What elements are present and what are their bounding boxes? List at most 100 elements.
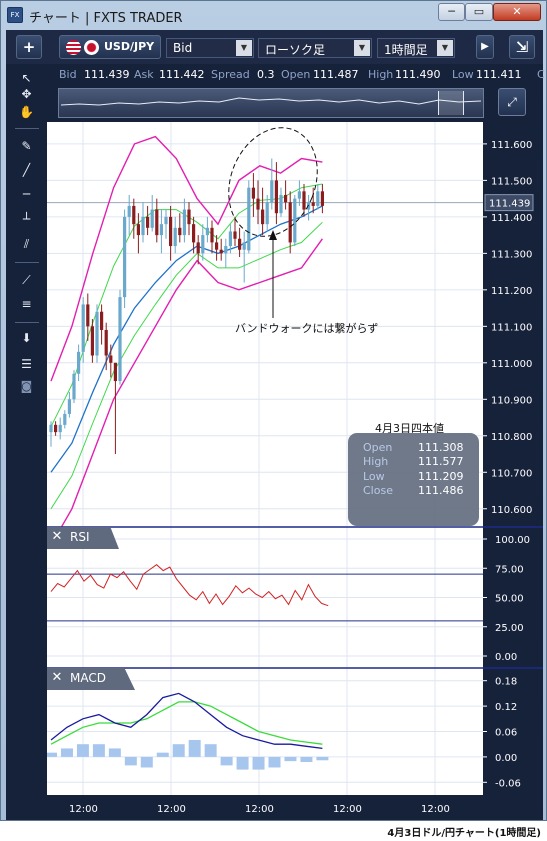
macd-tick-label: 0.06 bbox=[495, 728, 517, 739]
zoom-arrows-icon[interactable]: ⤢ bbox=[498, 88, 526, 116]
bid-value: 111.439 bbox=[84, 68, 130, 81]
navigator-handle[interactable] bbox=[438, 91, 464, 115]
toolbar-divider bbox=[15, 322, 39, 323]
macd-histogram-bar bbox=[76, 744, 89, 757]
add-chart-button[interactable]: + bbox=[16, 35, 42, 59]
candle-body bbox=[316, 191, 320, 206]
candle-body bbox=[141, 216, 145, 236]
timeframe-select[interactable]: 1時間足 ▼ bbox=[377, 38, 455, 58]
fan-icon[interactable]: ⟋ bbox=[22, 273, 31, 287]
close-label: C bbox=[537, 68, 545, 81]
levels-icon[interactable]: ≡ bbox=[21, 297, 32, 311]
candle-body bbox=[150, 209, 154, 228]
crosshair-icon[interactable]: ✥ bbox=[21, 87, 32, 101]
channel-icon[interactable]: ⫽ bbox=[23, 237, 30, 251]
close-macd-icon[interactable]: ✕ bbox=[51, 670, 63, 685]
rsi-tick-label: 0.00 bbox=[495, 652, 517, 663]
price-tick-label: 111.100 bbox=[491, 322, 532, 333]
price-tick-label: 111.200 bbox=[491, 286, 532, 297]
macd-signal-line bbox=[50, 701, 323, 745]
symbol-label: USD/JPY bbox=[104, 40, 155, 53]
candle-body bbox=[228, 231, 232, 247]
candle-body bbox=[95, 311, 99, 356]
detach-chart-button[interactable]: ⇲ bbox=[509, 35, 535, 59]
candle-body bbox=[54, 424, 58, 433]
bollinger-upper-band bbox=[50, 135, 323, 382]
candle-body bbox=[279, 194, 283, 214]
maximize-button[interactable]: ▭ bbox=[465, 3, 493, 21]
chart-area[interactable]: 111.600 111.500 111.400 111.300 111.200 111.1… bbox=[47, 122, 543, 820]
vertical-line-icon[interactable]: ┴ bbox=[22, 212, 31, 226]
candle-body bbox=[261, 209, 265, 225]
candle-body bbox=[169, 216, 173, 247]
candle-body bbox=[159, 224, 163, 236]
current-price-tag bbox=[484, 194, 534, 212]
navigator-overview[interactable] bbox=[58, 88, 484, 118]
navigator-line bbox=[60, 97, 482, 106]
candle-body bbox=[205, 227, 209, 236]
candle-body bbox=[146, 216, 150, 228]
macd-title: MACD bbox=[70, 671, 106, 685]
macd-tick-label: 0.12 bbox=[495, 702, 517, 713]
candle-body bbox=[187, 209, 191, 225]
price-tick-label: 110.700 bbox=[491, 468, 532, 479]
macd-histogram-bar bbox=[47, 752, 57, 757]
open-value: 111.487 bbox=[313, 68, 359, 81]
chart-type-select[interactable]: ローソク足 ▼ bbox=[258, 38, 372, 58]
window-title: チャート | FXTS TRADER bbox=[29, 11, 183, 26]
highlight-ellipse bbox=[228, 127, 318, 237]
download-icon[interactable]: ⬇ bbox=[21, 331, 32, 345]
candle-body bbox=[293, 198, 297, 243]
candle-body bbox=[274, 180, 278, 214]
rsi-line bbox=[50, 564, 329, 607]
ohlc-close-label: Close bbox=[363, 484, 393, 497]
line-icon[interactable]: ╱ bbox=[22, 163, 31, 177]
price-type-select[interactable]: Bid ▼ bbox=[166, 38, 254, 58]
time-tick-label: 12:00 bbox=[333, 804, 362, 815]
macd-histogram-bar bbox=[60, 748, 73, 757]
high-value: 111.490 bbox=[395, 68, 441, 81]
candle-body bbox=[100, 311, 104, 330]
macd-histogram-bar bbox=[204, 744, 217, 757]
candle-body bbox=[256, 198, 260, 210]
ask-value: 111.442 bbox=[159, 68, 205, 81]
toolbar-divider bbox=[15, 262, 39, 263]
trendline-icon[interactable]: ✎ bbox=[21, 139, 32, 153]
spread-label: Spread bbox=[211, 68, 250, 81]
cursor-icon[interactable]: ↖ bbox=[21, 71, 32, 85]
rsi-tick-label: 100.00 bbox=[495, 535, 530, 546]
candle-body bbox=[118, 297, 122, 382]
chevron-down-icon: ▼ bbox=[354, 40, 370, 56]
price-tick-label: 111.600 bbox=[491, 140, 532, 151]
candle-body bbox=[49, 424, 53, 433]
candle-body bbox=[297, 191, 301, 199]
symbol-selector[interactable]: USD/JPY bbox=[59, 35, 161, 59]
scroll-right-icon[interactable]: ▶ bbox=[476, 35, 494, 59]
candle-body bbox=[233, 231, 237, 239]
candle-body bbox=[81, 304, 85, 352]
candle-body bbox=[247, 187, 251, 251]
horizontal-line-icon[interactable]: ─ bbox=[22, 187, 31, 201]
list-icon[interactable]: ☰ bbox=[21, 357, 32, 371]
hand-icon[interactable]: ✋ bbox=[19, 105, 34, 119]
title-bar[interactable]: FX チャート | FXTS TRADER ─ ▭ ✕ bbox=[1, 1, 546, 29]
close-button[interactable]: ✕ bbox=[493, 3, 541, 21]
candle-body bbox=[215, 242, 219, 250]
time-tick-label: 12:00 bbox=[245, 804, 274, 815]
candle-body bbox=[288, 202, 292, 243]
drawing-toolbar: ↖ ✥ ✋ ✎ ╱ ─ ┴ ⫽ ⟋ ≡ ⬇ ☰ ◙ bbox=[6, 66, 47, 820]
close-rsi-icon[interactable]: ✕ bbox=[51, 529, 63, 544]
current-price-label: 111.439 bbox=[489, 199, 530, 210]
candle-body bbox=[164, 216, 168, 225]
minimize-button[interactable]: ─ bbox=[438, 3, 465, 21]
macd-histogram-bar bbox=[172, 744, 185, 757]
candle-body bbox=[109, 355, 113, 363]
moving-average-line bbox=[50, 205, 323, 473]
candle-body bbox=[104, 329, 108, 356]
macd-histogram-bar bbox=[220, 756, 233, 766]
candle-body bbox=[192, 224, 196, 243]
candle-body bbox=[86, 304, 90, 327]
camera-icon[interactable]: ◙ bbox=[20, 379, 33, 393]
macd-histogram-bar bbox=[268, 756, 281, 768]
candle-body bbox=[242, 242, 246, 250]
